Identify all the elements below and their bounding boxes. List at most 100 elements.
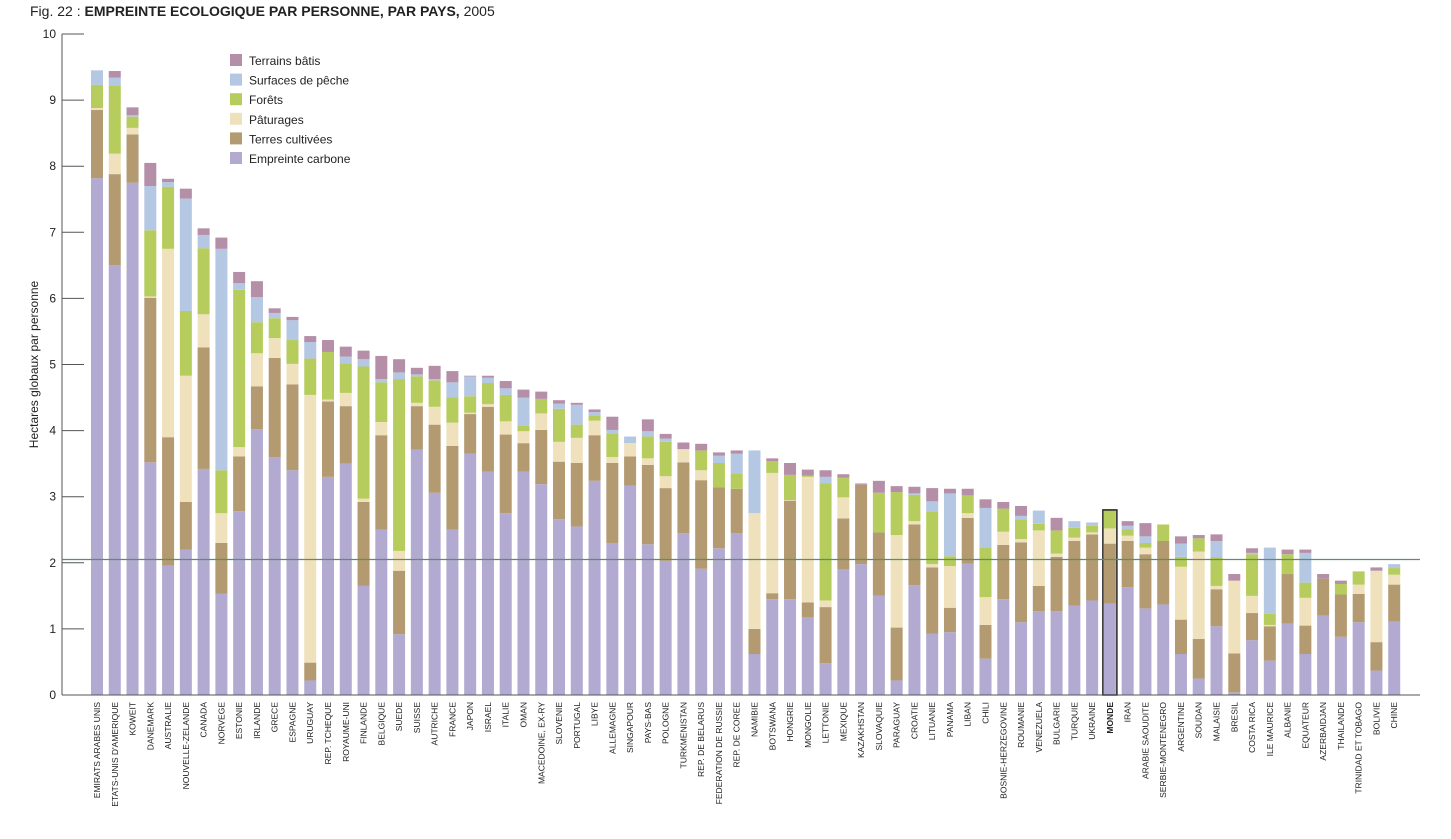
bar-segment	[1032, 510, 1045, 524]
bar-segment	[624, 485, 637, 695]
x-tick-label: PAYS-BAS	[643, 702, 653, 744]
bar-segment	[1334, 594, 1347, 637]
bar-segment	[410, 402, 423, 407]
x-tick-label: DANEMARK	[145, 702, 155, 751]
bar-segment	[659, 441, 672, 477]
bar-segment	[215, 470, 228, 514]
y-tick-label: 4	[49, 424, 56, 438]
bar-segment	[464, 414, 477, 454]
bar-segment	[108, 85, 121, 154]
bar-segment	[197, 248, 210, 315]
x-tick-label: MONDE	[1105, 702, 1115, 734]
bar-segment	[890, 627, 903, 681]
bar-segment	[1334, 583, 1347, 595]
bar-segment	[1086, 534, 1099, 601]
bar-segment	[570, 526, 583, 695]
bar-segment	[837, 569, 850, 695]
bar-segment	[1210, 585, 1223, 590]
bar-segment	[1050, 530, 1063, 554]
bar-segment	[943, 488, 956, 494]
bar-segment	[837, 477, 850, 498]
bar-segment	[943, 493, 956, 557]
y-tick-label: 9	[49, 93, 56, 107]
bar-segment	[1210, 540, 1223, 558]
x-tick-label: LETTONIE	[821, 702, 831, 744]
bar-segment	[801, 475, 814, 477]
x-tick-label: ILE MAURICE	[1265, 702, 1275, 757]
bar-segment	[517, 431, 530, 444]
x-tick-label: MALAISIE	[1212, 702, 1222, 742]
x-tick-label: ARGENTINE	[1176, 702, 1186, 752]
bar-segment	[695, 568, 708, 695]
bar-segment	[588, 412, 601, 416]
bar-segment	[162, 186, 175, 249]
bar-segment	[446, 397, 459, 423]
legend-label: Empreinte carbone	[249, 152, 351, 166]
x-tick-label: TRINIDAD ET TOBAGO	[1354, 702, 1364, 794]
bar-segment	[250, 429, 263, 695]
bar-segment	[446, 445, 459, 530]
bar-segment	[286, 340, 299, 364]
bar-segment	[428, 365, 441, 380]
bar-segment	[1032, 530, 1045, 586]
x-tick-label: ALLEMAGNE	[607, 702, 617, 754]
bar-segment	[393, 550, 406, 571]
bar-segment	[606, 433, 619, 458]
bar-segment	[1299, 625, 1312, 655]
legend-swatch	[230, 112, 242, 125]
bar-segment	[1192, 535, 1205, 539]
bar-segment	[819, 476, 832, 484]
bar-segment	[1157, 604, 1170, 695]
x-tick-label: BELGIQUE	[376, 702, 386, 746]
bar-segment	[1068, 527, 1081, 538]
bar-segment	[446, 371, 459, 383]
x-tick-label: AUTRICHE	[430, 702, 440, 746]
x-tick-label: URUGUAY	[305, 702, 315, 744]
bar-segment	[943, 566, 956, 608]
x-tick-label: BOSNIE-HERZEGOVINE	[998, 702, 1008, 799]
bar-segment	[517, 425, 530, 432]
bar-segment	[1032, 523, 1045, 531]
y-tick-label: 0	[49, 688, 56, 702]
bar-segment	[1246, 554, 1259, 596]
bar-segment	[766, 599, 779, 695]
bar-segment	[553, 400, 566, 404]
bar-segment	[304, 680, 317, 695]
bar-segment	[375, 422, 388, 436]
bar-segment	[179, 501, 192, 550]
y-tick-label: 8	[49, 159, 56, 173]
bar-segment	[250, 322, 263, 354]
bar-segment	[91, 108, 103, 111]
bar-segment	[108, 71, 121, 78]
bar-segment	[677, 462, 690, 534]
x-tick-label: AZERBAIDJAN	[1318, 702, 1328, 761]
bar-segment	[606, 462, 619, 543]
bar-segment	[1121, 535, 1134, 541]
bar-segment	[517, 389, 530, 398]
bar-segment	[535, 398, 548, 414]
bar-segment	[1192, 551, 1205, 639]
x-tick-label: ETATS-UNIS D'AMERIQUE	[110, 702, 120, 807]
bar-segment	[872, 532, 885, 596]
bar-segment	[499, 421, 512, 435]
x-tick-label: SLOVAQUIE	[874, 702, 884, 751]
bar-segment	[304, 336, 317, 343]
legend-swatch	[230, 93, 242, 106]
bar-segment	[1103, 509, 1116, 529]
bar-segment	[748, 654, 761, 695]
bar-segment	[1263, 624, 1276, 627]
y-tick-label: 2	[49, 556, 56, 570]
bar-segment	[570, 424, 583, 438]
x-tick-label: CROATIE	[909, 702, 919, 739]
bar-segment	[1299, 549, 1312, 553]
x-tick-label: FRANCE	[447, 702, 457, 737]
bar-segment	[197, 228, 210, 235]
bar-segment	[144, 297, 157, 463]
bar-segment	[1370, 670, 1383, 695]
bar-segment	[322, 351, 335, 400]
bar-segment	[1032, 585, 1045, 612]
legend: Terrains bâtis Surfaces de pêche Forêts Pât…	[230, 54, 351, 166]
bar-segment	[961, 563, 974, 695]
bar-segment	[1174, 536, 1187, 544]
bar-segment	[1388, 574, 1401, 585]
